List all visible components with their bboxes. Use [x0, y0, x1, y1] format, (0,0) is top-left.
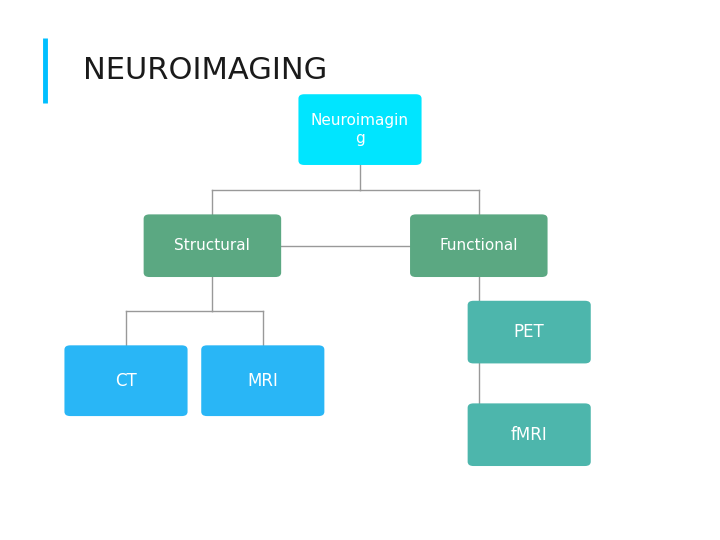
Text: PET: PET — [514, 323, 544, 341]
FancyBboxPatch shape — [201, 346, 324, 416]
FancyBboxPatch shape — [468, 301, 590, 363]
FancyBboxPatch shape — [143, 214, 281, 277]
FancyBboxPatch shape — [299, 94, 421, 165]
FancyBboxPatch shape — [410, 214, 547, 277]
Text: fMRI: fMRI — [510, 426, 548, 444]
Text: Functional: Functional — [439, 238, 518, 253]
Text: Structural: Structural — [174, 238, 251, 253]
Text: NEUROIMAGING: NEUROIMAGING — [83, 56, 327, 85]
Text: CT: CT — [115, 372, 137, 390]
Text: Neuroimagin
g: Neuroimagin g — [311, 113, 409, 146]
Text: MRI: MRI — [248, 372, 278, 390]
FancyBboxPatch shape — [65, 346, 187, 416]
FancyBboxPatch shape — [468, 403, 590, 466]
